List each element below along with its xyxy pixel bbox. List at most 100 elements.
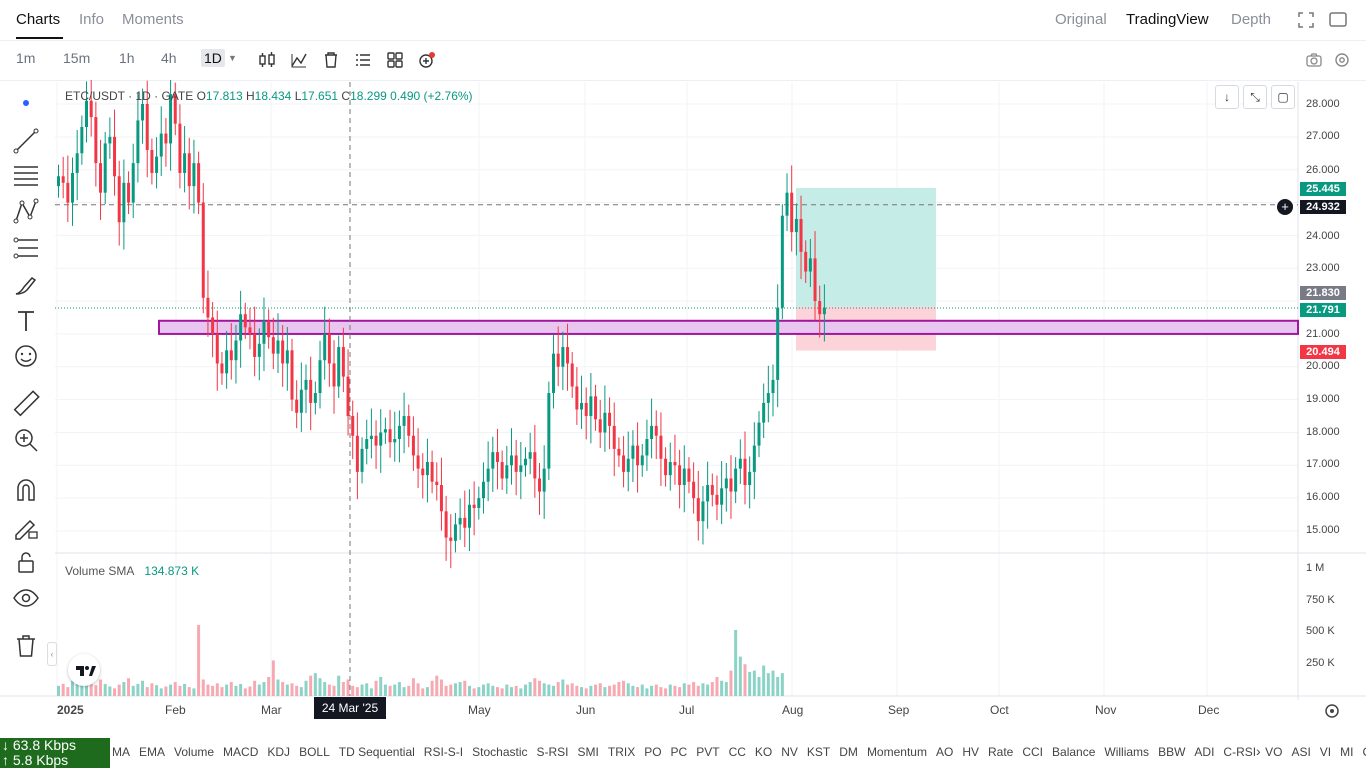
volume-bar	[290, 683, 294, 696]
volume-bar	[61, 683, 65, 696]
volume-bar	[267, 676, 271, 696]
fullscreen-icon[interactable]	[1298, 12, 1314, 33]
candle-body	[650, 425, 654, 440]
magnet-icon[interactable]	[12, 476, 40, 504]
collapse-toolbar-icon[interactable]: ‹	[47, 642, 57, 666]
eye-icon[interactable]	[12, 584, 40, 612]
candle-body	[808, 258, 812, 272]
time-axis-label: Nov	[1095, 703, 1117, 717]
layout-grid-icon[interactable]	[387, 52, 403, 73]
add-indicator-icon[interactable]	[418, 51, 436, 74]
view-original[interactable]: Original	[1055, 11, 1107, 28]
trend-line-icon[interactable]	[12, 127, 40, 155]
view-tradingview[interactable]: TradingView	[1126, 11, 1209, 28]
trash-icon[interactable]	[12, 632, 40, 660]
pattern-icon[interactable]	[12, 197, 40, 225]
timeframe-15m[interactable]: 15m	[63, 50, 91, 66]
maximize-icon[interactable]: ▢	[1271, 85, 1295, 109]
list-icon[interactable]	[355, 52, 371, 73]
indicator-item[interactable]: EMA	[139, 745, 166, 759]
indicator-item[interactable]: KDJ	[267, 745, 291, 759]
indicator-item[interactable]: ADI	[1194, 745, 1215, 759]
chevron-right-icon[interactable]: ›	[1256, 743, 1261, 759]
candle-body	[304, 379, 308, 390]
delete-drawings-icon[interactable]	[323, 51, 339, 74]
indicator-item[interactable]: S-RSI	[536, 745, 569, 759]
emoji-icon[interactable]	[12, 342, 40, 370]
indicator-item[interactable]: VI	[1319, 745, 1332, 759]
candle-body	[766, 393, 770, 403]
volume-bar	[323, 682, 327, 696]
indicator-item[interactable]: MACD	[223, 745, 259, 759]
indicator-item[interactable]: PC	[670, 745, 688, 759]
candle-body	[187, 153, 191, 187]
indicator-item[interactable]: KO	[754, 745, 773, 759]
time-axis-label: Aug	[782, 703, 804, 717]
camera-icon[interactable]	[1306, 52, 1322, 73]
indicator-item[interactable]: PO	[644, 745, 662, 759]
candle-body	[813, 258, 817, 302]
timeframe-1m[interactable]: 1m	[16, 50, 36, 66]
indicator-item[interactable]: PVT	[696, 745, 720, 759]
volume-bar	[281, 682, 285, 696]
indicator-item[interactable]: Williams	[1104, 745, 1150, 759]
indicator-item[interactable]: RSI-S-I	[423, 745, 464, 759]
timeframe-1d[interactable]: 1D	[201, 49, 225, 67]
zoom-in-icon[interactable]	[12, 426, 40, 454]
view-depth[interactable]: Depth	[1231, 11, 1272, 28]
price-chart[interactable]	[0, 80, 1366, 700]
candle-body	[117, 176, 121, 223]
indicator-item[interactable]: BOLL	[299, 745, 330, 759]
indicator-item[interactable]: TD Sequential	[338, 745, 415, 759]
timeframe-chevron-down-icon[interactable]: ▼	[228, 53, 237, 63]
indicator-item[interactable]: CC	[728, 745, 746, 759]
scroll-down-icon[interactable]: ↓	[1215, 85, 1239, 109]
timeframe-1h[interactable]: 1h	[119, 50, 135, 66]
candle-body	[215, 333, 219, 364]
indicator-item[interactable]: AO	[935, 745, 954, 759]
tradingview-logo[interactable]	[68, 654, 100, 686]
candle-type-icon[interactable]	[258, 51, 276, 74]
indicator-item[interactable]: Stochastic	[472, 745, 528, 759]
indicator-item[interactable]: SMI	[577, 745, 599, 759]
timeframe-4h[interactable]: 4h	[161, 50, 177, 66]
settings-icon[interactable]	[1334, 52, 1350, 73]
indicator-item[interactable]: VO	[1265, 745, 1283, 759]
tab-charts[interactable]: Charts	[16, 11, 61, 28]
indicator-item[interactable]: Volume	[174, 745, 215, 759]
indicator-item[interactable]: MA	[112, 745, 130, 759]
indicator-item[interactable]: C-RSI	[1223, 745, 1257, 759]
indicator-item[interactable]: MI	[1340, 745, 1354, 759]
window-icon[interactable]	[1329, 12, 1347, 33]
horizontal-lines-icon[interactable]	[12, 162, 40, 190]
volume-bar	[505, 684, 509, 696]
indicator-item[interactable]: Balance	[1052, 745, 1096, 759]
indicator-item[interactable]: BBW	[1158, 745, 1186, 759]
collapse-icon[interactable]: ⤡	[1243, 85, 1267, 109]
indicator-item[interactable]: CCI	[1022, 745, 1044, 759]
indicator-item[interactable]: Momentum	[866, 745, 927, 759]
indicator-item[interactable]: Rate	[987, 745, 1014, 759]
ruler-icon[interactable]	[12, 390, 40, 418]
text-tool-icon[interactable]	[12, 307, 40, 335]
cursor-dot-icon[interactable]	[23, 100, 29, 106]
volume-bar	[724, 682, 728, 696]
indicator-item[interactable]: HV	[962, 745, 979, 759]
add-alert-icon[interactable]: +	[1277, 199, 1293, 215]
unlock-icon[interactable]	[12, 548, 40, 576]
lock-pencil-icon[interactable]	[12, 513, 40, 541]
volume-bar	[262, 682, 266, 696]
indicator-item[interactable]: DM	[839, 745, 858, 759]
indicator-item[interactable]: ASI	[1291, 745, 1311, 759]
indicators-icon[interactable]	[290, 51, 308, 74]
fib-levels-icon[interactable]	[12, 234, 40, 262]
indicator-item[interactable]: KST	[806, 745, 831, 759]
candle-body	[538, 478, 542, 492]
indicator-item[interactable]: CZ	[1362, 745, 1366, 759]
axis-settings-icon[interactable]	[1324, 703, 1340, 724]
indicator-item[interactable]: NV	[781, 745, 798, 759]
tab-info[interactable]: Info	[79, 11, 105, 28]
tab-moments[interactable]: Moments	[122, 11, 184, 28]
brush-icon[interactable]	[12, 270, 40, 298]
indicator-item[interactable]: TRIX	[607, 745, 636, 759]
